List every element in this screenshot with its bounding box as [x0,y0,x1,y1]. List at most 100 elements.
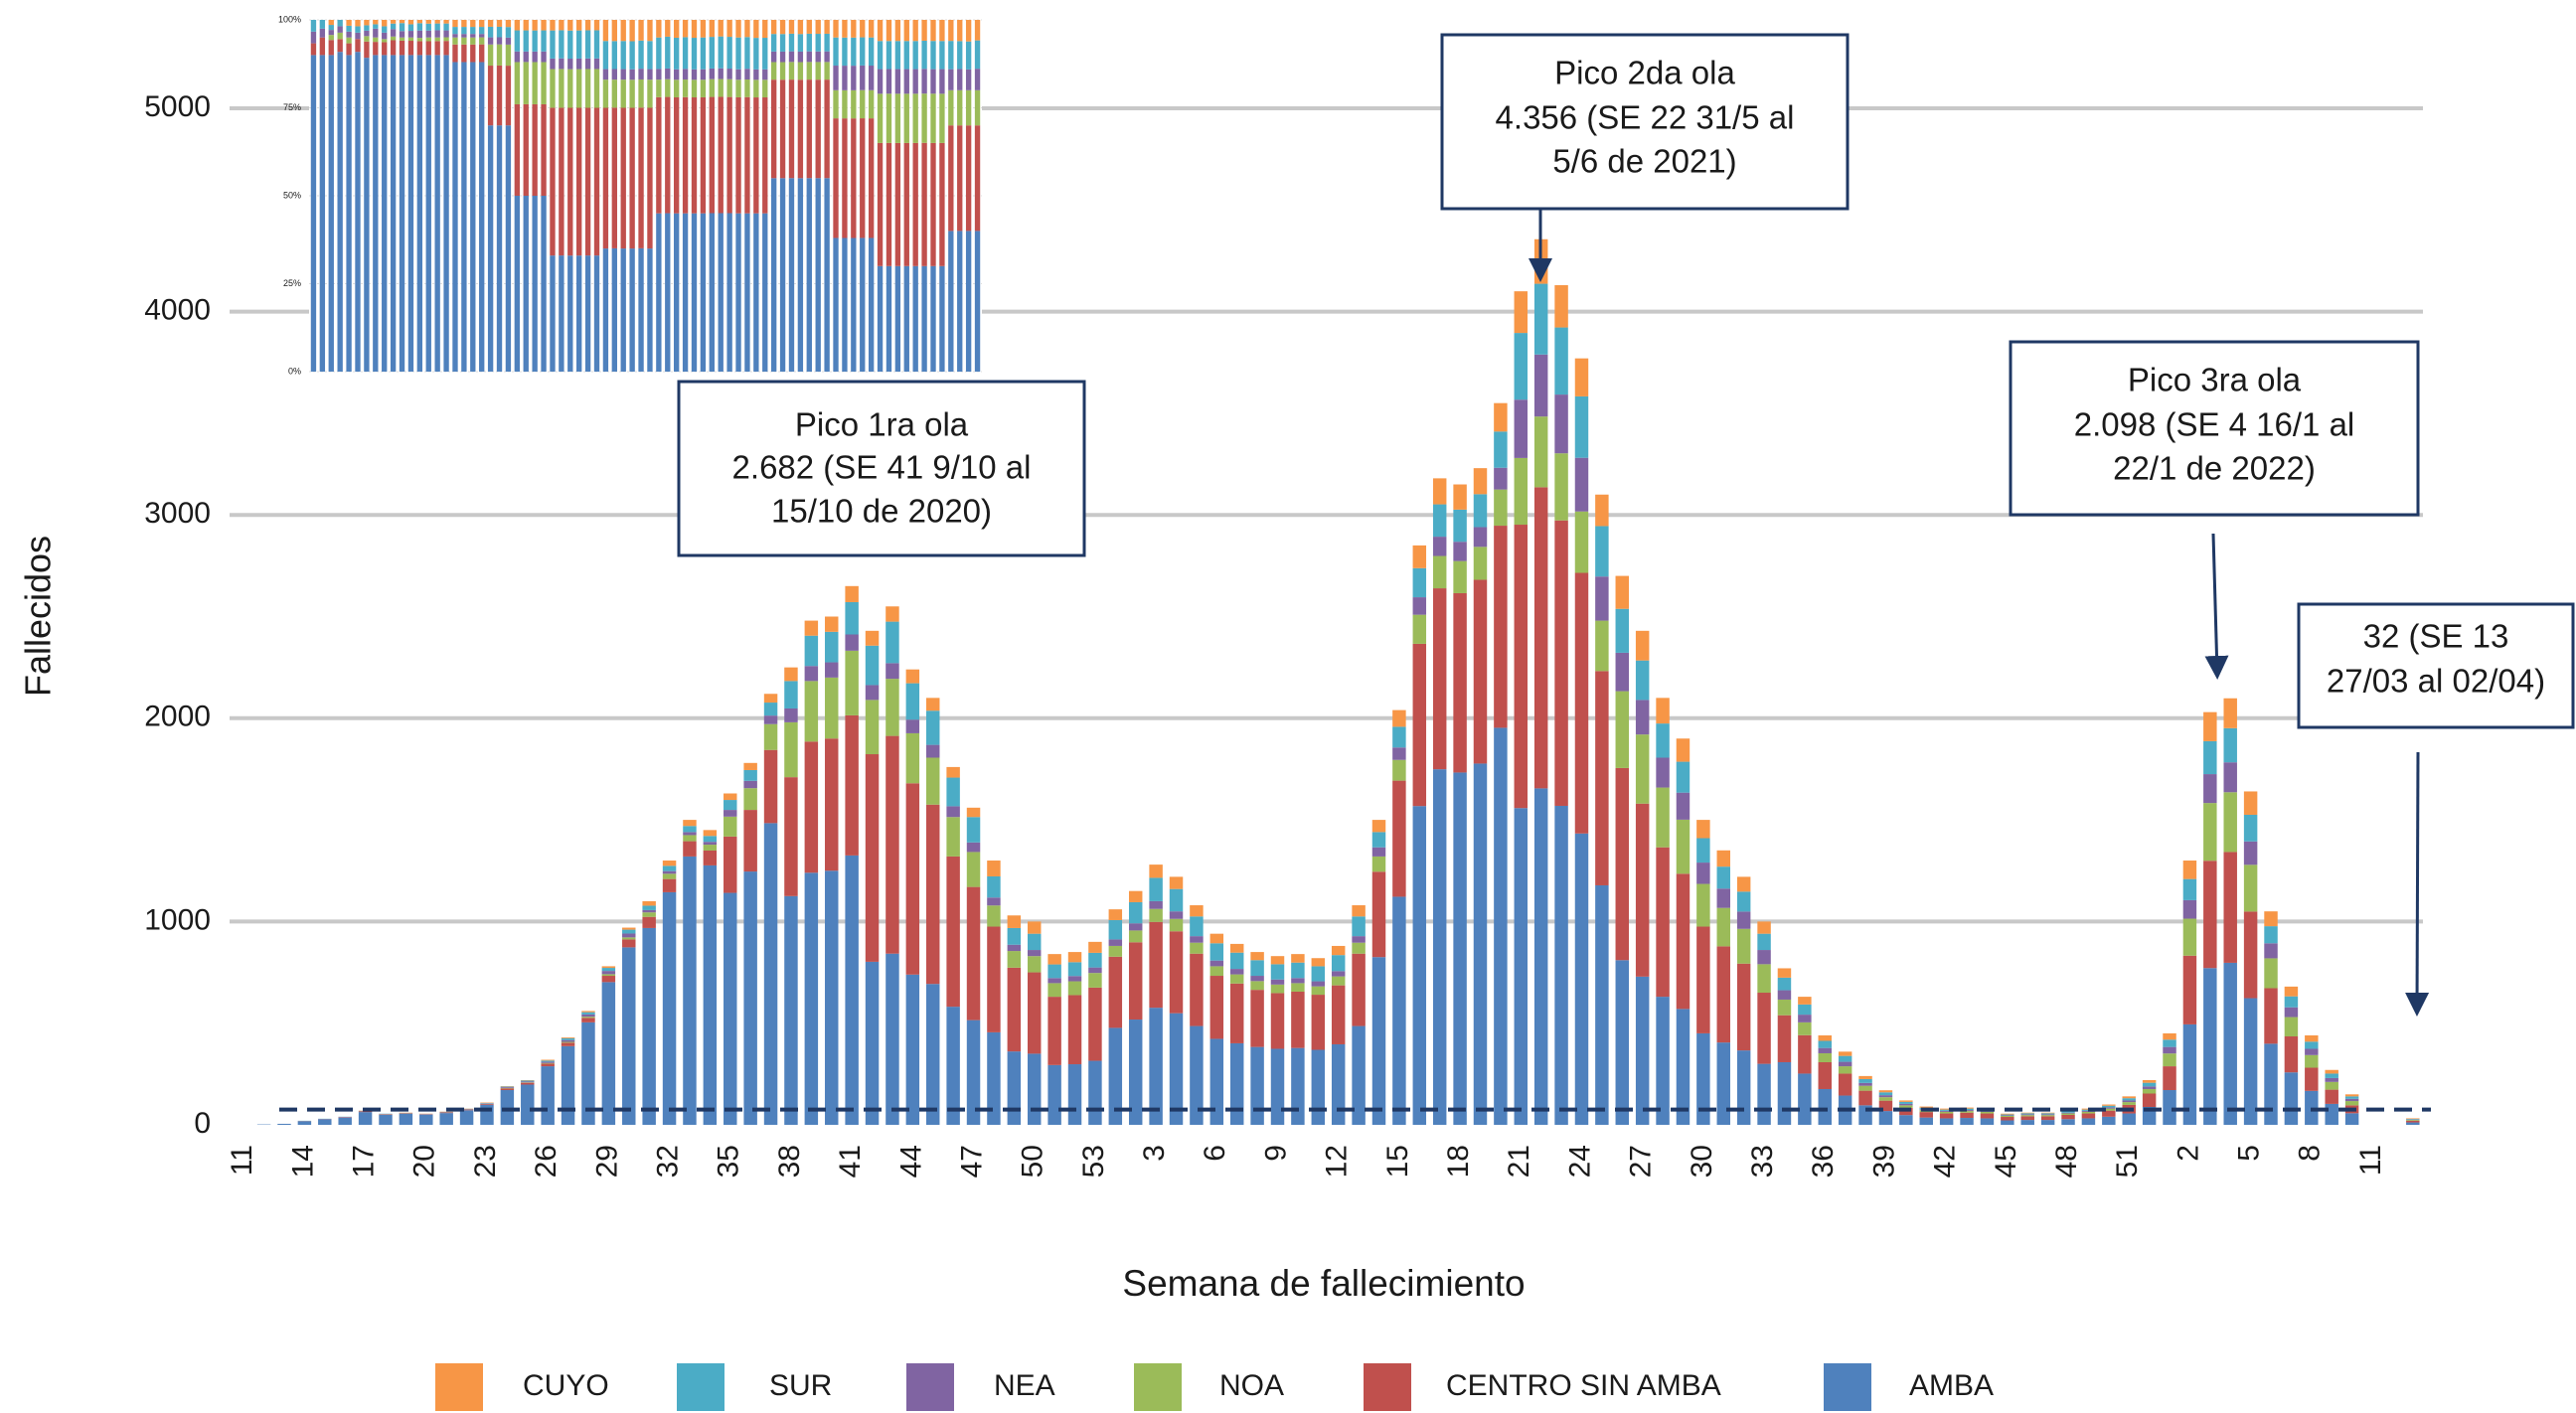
bar-segment [500,1090,515,1125]
inset-bar-segment [443,41,449,56]
bar-segment [1574,833,1589,1125]
bar-segment [1716,888,1730,908]
inset-bar-segment [576,30,582,59]
inset-bar-segment [523,62,529,104]
inset-bar-segment [550,20,556,31]
inset-bar-segment [399,40,405,56]
inset-bar-segment [602,41,609,70]
inset-bar-segment [382,32,388,40]
inset-bar-segment [921,40,927,70]
inset-bar-segment [939,41,945,70]
inset-bar-segment [860,118,866,238]
bar-segment [1696,1032,1710,1125]
inset-bar-segment [452,62,458,372]
inset-bar-segment [797,20,804,35]
inset-bar-segment [726,213,732,372]
inset-bar-segment [638,20,644,41]
inset-bar-segment [806,33,812,52]
inset-bar-segment [470,44,476,63]
x-tick-label: 11 [2354,1145,2387,1176]
bar-segment [1291,978,1305,984]
inset-bar-segment [355,32,361,40]
inset-bar-segment [532,62,538,104]
inset-bar-segment [647,69,653,80]
inset-bar-segment [770,79,777,179]
inset-bar-segment [886,41,892,70]
bar-segment [1574,395,1589,458]
inset-bar-segment [611,69,617,80]
inset-bar-segment [665,96,671,214]
inset-bar-segment [930,20,936,42]
bar-segment [1757,933,1771,951]
bar-segment [763,703,778,716]
inset-bar-segment [842,37,848,67]
bar-segment [1676,819,1690,874]
bar-segment [743,780,757,789]
inset-bar-segment [762,79,768,98]
bar-segment [2203,861,2217,969]
bar-segment [1514,525,1529,809]
inset-bar-segment [656,213,662,372]
bar-segment [1939,1118,1954,1125]
bar-segment [804,620,819,636]
bar-segment [2223,962,2237,1125]
bar-segment [662,870,677,874]
inset-bar-segment [851,66,857,90]
bar-segment [987,875,1001,898]
inset-bar-segment [788,51,795,63]
bar-segment [1899,1100,1913,1102]
inset-bar-segment [868,37,875,67]
bar-segment [1270,964,1285,980]
inset-bar-segment [833,37,839,67]
bar-segment [1980,1113,1995,1119]
bar-segment [1270,993,1285,1049]
bar-segment [1473,547,1488,580]
inset-bar-segment [886,142,892,266]
bar-segment [1574,572,1589,834]
bar-segment [581,1014,595,1018]
bar-segment [1595,576,1609,621]
bar-segment [561,1045,575,1125]
bar-segment [1007,951,1022,968]
inset-bar-segment [567,255,573,372]
inset-bar-segment [921,93,927,143]
inset-bar-segment [647,20,653,42]
bar-segment [763,749,778,824]
bar-segment [1209,976,1224,1039]
inset-bar-segment [788,79,795,179]
inset-bar-segment [310,43,317,56]
inset-bar-segment [824,79,830,179]
bar-segment [2243,791,2258,815]
inset-bar-segment [576,255,582,372]
bar-segment [703,842,718,846]
inset-bar-segment [373,55,379,373]
annotation-text: 2.098 (SE 4 16/1 al [2074,406,2355,443]
inset-bar-segment [726,78,732,97]
bar-segment [1149,864,1163,878]
x-tick-label: 3 [1138,1145,1171,1162]
bar-segment [541,1060,555,1062]
bar-segment [1371,832,1386,848]
bar-segment [1331,945,1346,956]
bar-segment [277,1123,291,1125]
inset-bar-segment [957,20,963,42]
inset-bar-segment [930,69,936,94]
x-tick-label: 14 [286,1145,319,1178]
inset-bar-segment [833,118,839,238]
bar-segment [1250,952,1264,961]
bar-segment [2325,1077,2338,1082]
inset-bar-segment [860,20,866,38]
inset-bar-segment [505,20,512,28]
bar-segment [1067,1064,1082,1125]
inset-bar-segment [779,79,786,179]
inset-bar-segment [957,41,963,70]
bar-segment [1595,620,1609,672]
bar-segment [1798,1034,1812,1074]
inset-bar-segment [407,55,414,373]
bar-segment [1270,984,1285,994]
bar-segment [1432,555,1447,589]
bar-segment [1595,526,1609,577]
bar-segment [2325,1103,2338,1125]
x-tick-label: 38 [773,1145,806,1178]
inset-bar-segment [833,237,839,372]
